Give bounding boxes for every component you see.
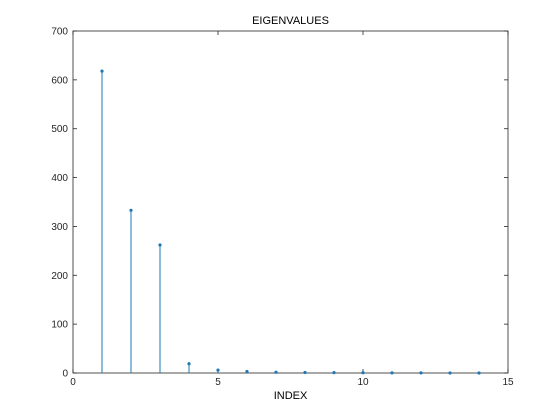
stem-marker xyxy=(477,371,481,375)
y-tick-label: 300 xyxy=(51,222,68,233)
stem-marker xyxy=(216,368,220,372)
stem-marker xyxy=(303,370,307,375)
stem-marker xyxy=(419,371,423,375)
y-tick-label: 100 xyxy=(51,320,68,331)
stem-marker xyxy=(390,371,394,375)
y-tick-label: 400 xyxy=(51,173,68,184)
ticks-layer: 0 5 10 15 0 100 200 300 400 500 600 700 xyxy=(51,27,514,389)
stems-layer xyxy=(100,69,481,375)
y-tick-label: 200 xyxy=(51,271,68,282)
stem-marker xyxy=(448,371,452,375)
stem-marker xyxy=(187,362,191,366)
y-tick-label: 700 xyxy=(51,27,68,38)
x-axis-label: INDEX xyxy=(274,390,308,402)
stem-marker xyxy=(158,243,162,247)
x-tick-label: 10 xyxy=(357,377,369,388)
y-tick-label: 600 xyxy=(51,75,68,86)
x-tick-label: 0 xyxy=(70,377,76,388)
chart-title: EIGENVALUES xyxy=(252,15,329,27)
stem-marker xyxy=(100,69,104,73)
stem-marker xyxy=(274,370,278,374)
x-tick-label: 5 xyxy=(215,377,221,388)
y-tick-label: 0 xyxy=(62,369,68,380)
x-tick-label: 15 xyxy=(502,377,514,388)
y-tick-label: 500 xyxy=(51,124,68,135)
plot-area xyxy=(72,30,509,374)
stem-marker xyxy=(129,208,133,212)
stem-marker xyxy=(361,371,365,375)
stem-marker xyxy=(245,369,249,374)
stem-marker xyxy=(332,371,336,375)
